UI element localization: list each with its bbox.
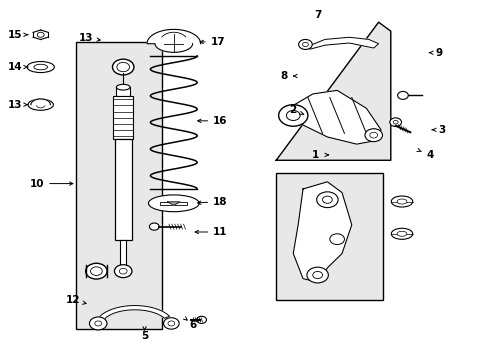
Ellipse shape [112, 59, 134, 75]
Ellipse shape [298, 40, 312, 49]
Text: 14: 14 [8, 62, 22, 72]
Ellipse shape [28, 99, 53, 110]
Polygon shape [293, 182, 351, 282]
Bar [115, 139, 131, 240]
Text: 13: 13 [79, 33, 93, 43]
Text: 13: 13 [8, 100, 22, 110]
Ellipse shape [95, 321, 102, 326]
Bar [276, 173, 383, 300]
Ellipse shape [396, 199, 406, 204]
Polygon shape [147, 30, 200, 52]
Ellipse shape [89, 317, 107, 330]
Ellipse shape [389, 118, 401, 126]
Polygon shape [305, 37, 378, 49]
Text: 6: 6 [189, 320, 197, 330]
Ellipse shape [119, 268, 127, 274]
Polygon shape [100, 306, 169, 318]
Bar [76, 42, 161, 329]
Ellipse shape [392, 120, 397, 124]
Text: 4: 4 [425, 150, 432, 160]
Ellipse shape [34, 64, 47, 70]
Polygon shape [167, 202, 180, 205]
Text: 18: 18 [212, 197, 227, 207]
Text: 15: 15 [8, 30, 22, 40]
Ellipse shape [396, 231, 406, 236]
Ellipse shape [312, 271, 322, 279]
Ellipse shape [27, 62, 54, 73]
Text: 12: 12 [65, 295, 80, 305]
Text: 16: 16 [212, 116, 227, 126]
Bar [113, 96, 133, 139]
Text: 7: 7 [313, 10, 321, 20]
Ellipse shape [302, 42, 308, 46]
Ellipse shape [117, 62, 129, 72]
Ellipse shape [163, 318, 179, 329]
Text: 10: 10 [30, 179, 44, 189]
Ellipse shape [278, 105, 307, 126]
Ellipse shape [397, 91, 407, 99]
Polygon shape [288, 90, 380, 144]
Ellipse shape [329, 234, 344, 244]
Ellipse shape [36, 102, 45, 108]
Bar [120, 240, 126, 265]
Text: 3: 3 [437, 125, 445, 135]
Text: 17: 17 [210, 37, 224, 47]
Ellipse shape [167, 321, 174, 326]
Ellipse shape [90, 267, 102, 275]
Ellipse shape [114, 265, 132, 278]
Text: 5: 5 [141, 331, 148, 341]
Ellipse shape [316, 192, 337, 208]
Ellipse shape [390, 228, 412, 239]
Ellipse shape [148, 195, 199, 212]
Text: 9: 9 [435, 48, 442, 58]
Ellipse shape [390, 196, 412, 207]
Polygon shape [276, 22, 390, 160]
Polygon shape [160, 202, 187, 206]
Text: 11: 11 [212, 227, 227, 237]
Ellipse shape [364, 129, 382, 141]
Text: 1: 1 [311, 150, 318, 160]
Ellipse shape [37, 32, 44, 37]
Text: 2: 2 [288, 105, 295, 115]
Polygon shape [31, 99, 50, 105]
Ellipse shape [369, 132, 377, 138]
Ellipse shape [149, 223, 159, 230]
Ellipse shape [85, 263, 107, 279]
Ellipse shape [116, 84, 130, 90]
Text: 8: 8 [280, 71, 287, 81]
Ellipse shape [196, 316, 206, 323]
Bar [116, 87, 130, 96]
Ellipse shape [286, 111, 300, 121]
Ellipse shape [322, 196, 331, 203]
Ellipse shape [306, 267, 328, 283]
